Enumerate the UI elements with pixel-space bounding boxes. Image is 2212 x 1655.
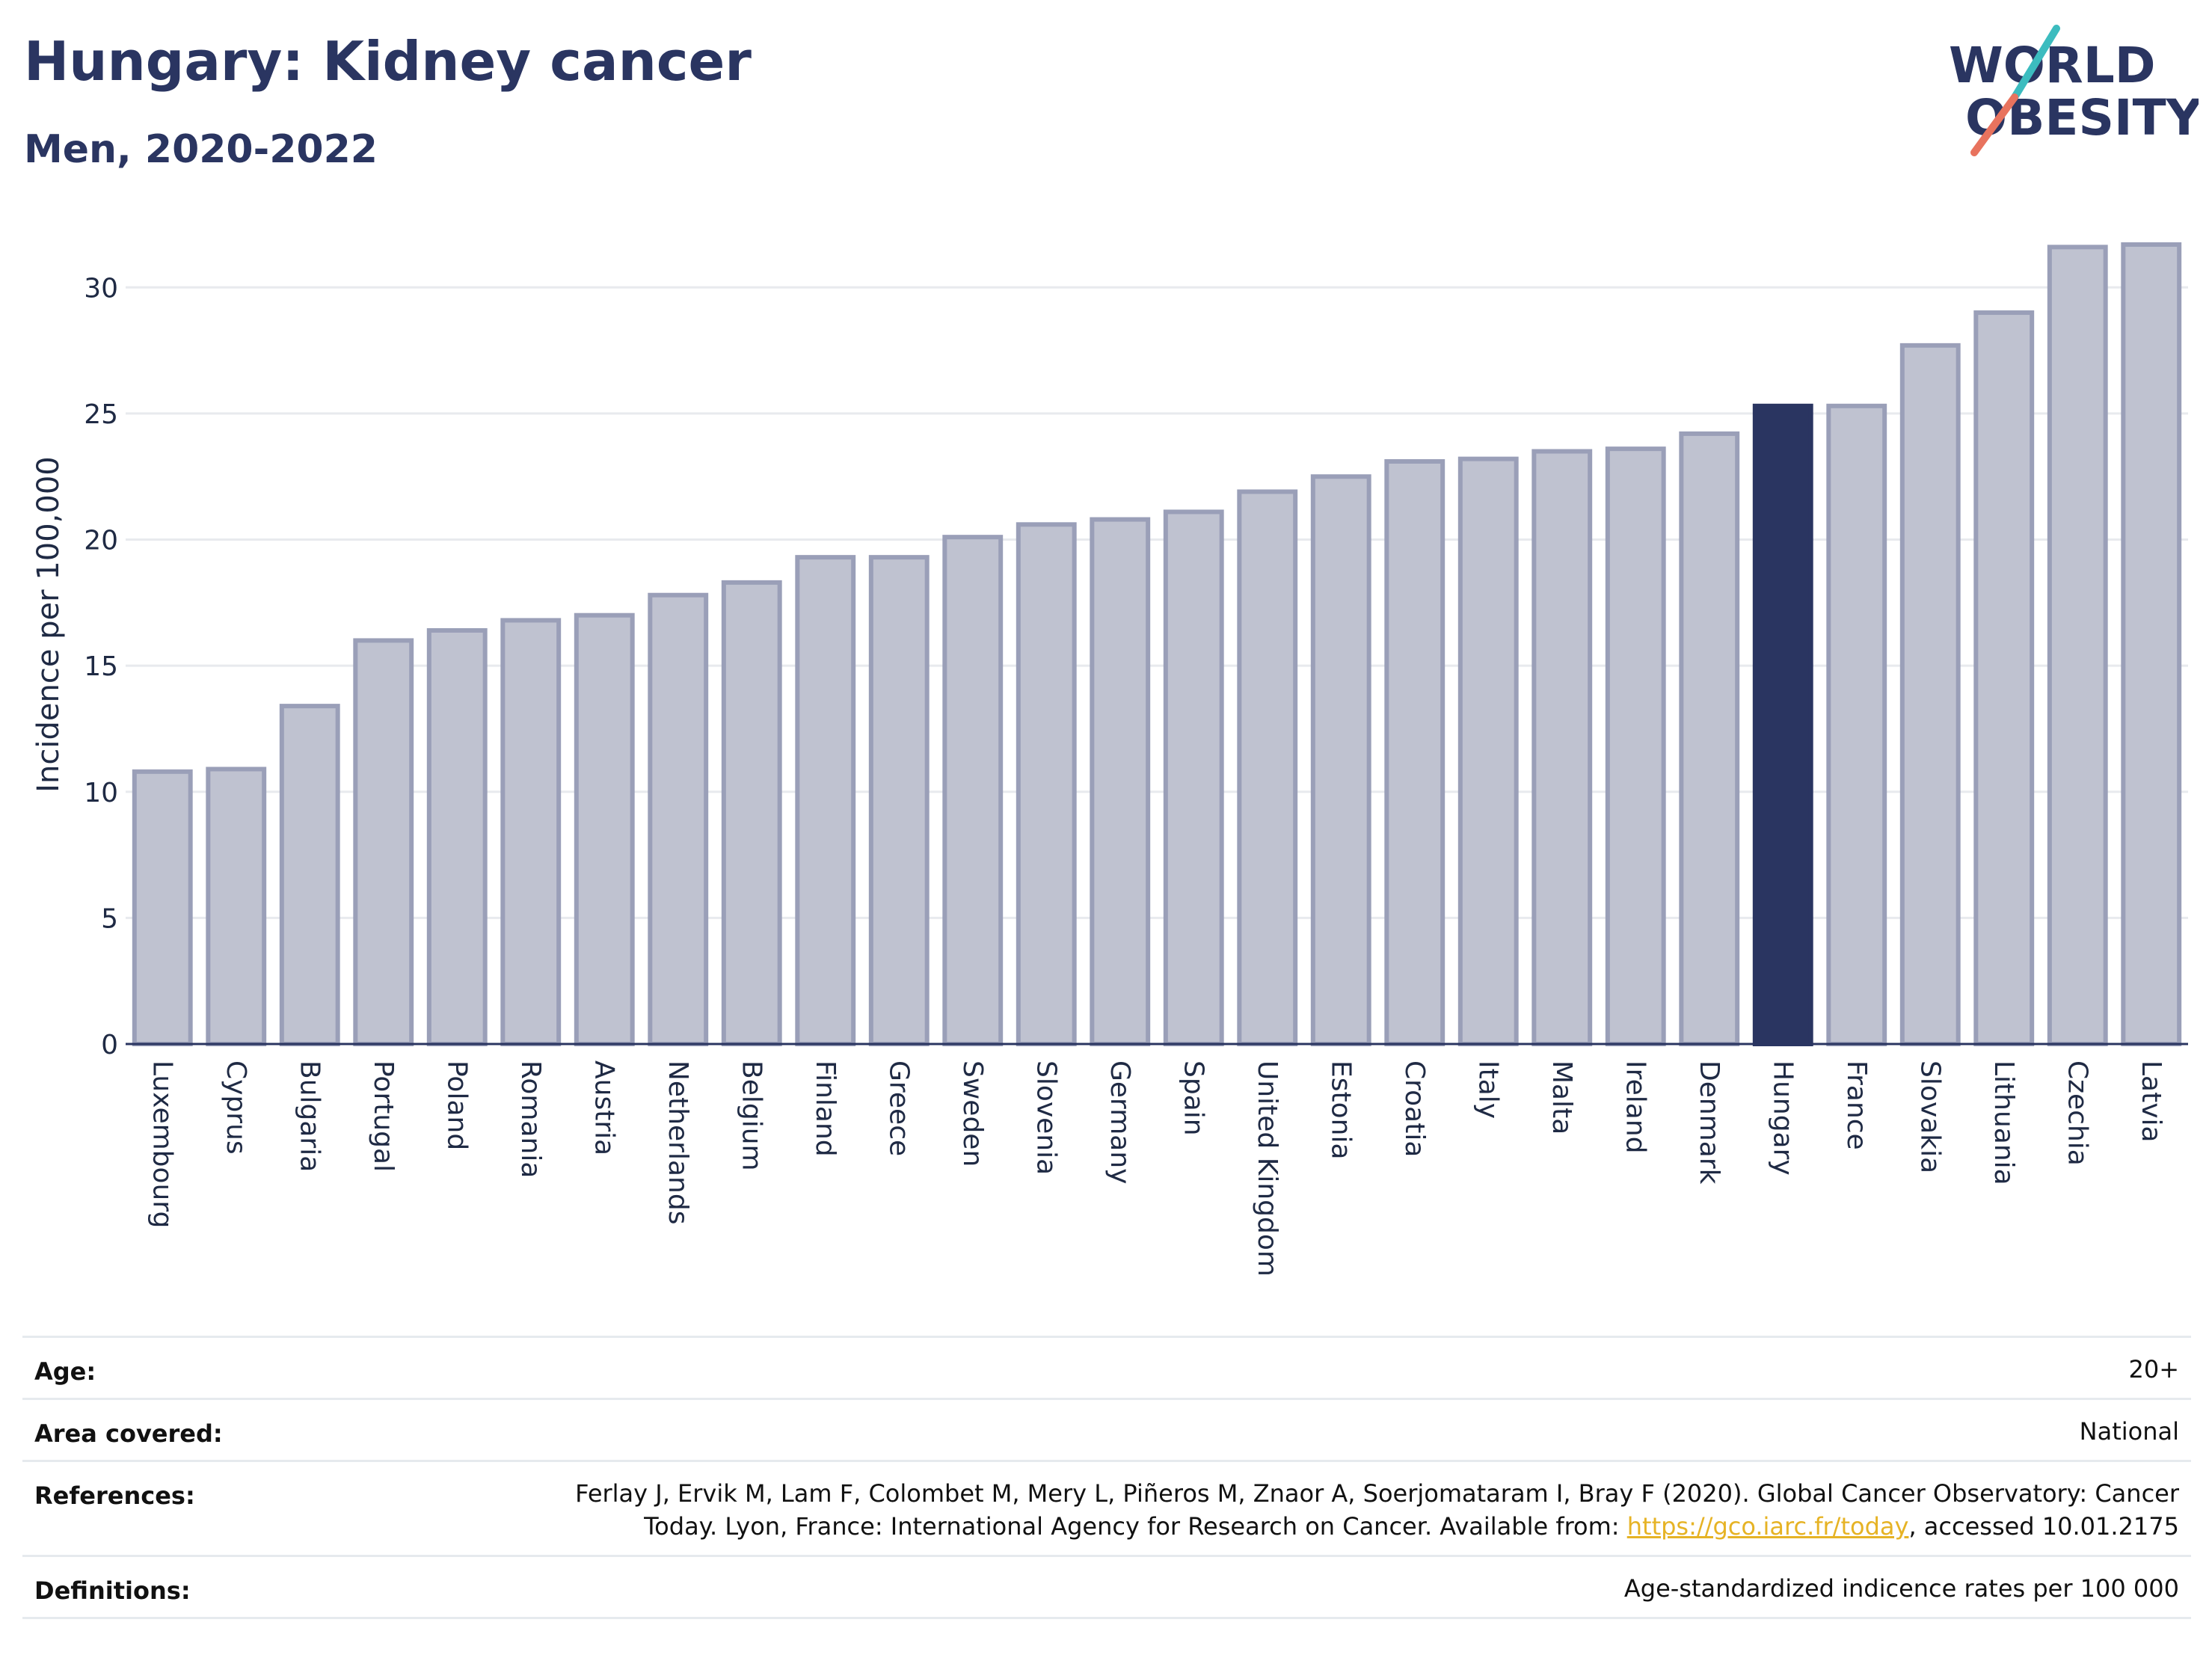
- x-tick-label: Luxembourg: [147, 1060, 177, 1228]
- bar-romania: [500, 618, 562, 1046]
- y-tick-label: 30: [84, 273, 118, 304]
- bar-chart: 0 5 10 15 20 25 30 Luxembourg Cyprus Bulgaria Por…: [31, 242, 2188, 1277]
- y-tick-label: 10: [84, 778, 118, 808]
- x-tick-label: Finland: [810, 1060, 841, 1157]
- x-tick-label: France: [1841, 1060, 1872, 1150]
- x-tick-label: Italy: [1472, 1060, 1503, 1119]
- bar-hungary: [1752, 403, 1813, 1046]
- logo-slash-coral: [1970, 93, 2018, 156]
- bar-sweden: [942, 535, 1004, 1046]
- y-tick-label: 5: [101, 903, 118, 934]
- bar-germany: [1090, 517, 1151, 1046]
- logo-slash-teal: [2011, 25, 2060, 101]
- bar-greece: [868, 555, 930, 1046]
- x-tick-label: Greece: [883, 1060, 914, 1156]
- references-line2-pre: Today. Lyon, France: International Agenc…: [644, 1512, 1627, 1541]
- y-tick-labels: 0 5 10 15 20 25 30: [84, 273, 118, 1060]
- bar-luxembourg: [132, 769, 193, 1046]
- bar-slovenia: [1016, 522, 1077, 1046]
- bar-ireland: [1605, 446, 1666, 1046]
- x-tick-label: Portugal: [368, 1060, 399, 1172]
- chart-title: Hungary: Kidney cancer: [24, 30, 752, 93]
- bar-belgium: [721, 580, 782, 1046]
- bar-portugal: [353, 638, 414, 1046]
- x-tick-label: Cyprus: [221, 1060, 251, 1155]
- x-tick-label: Belgium: [736, 1060, 766, 1171]
- x-tick-label: Croatia: [1399, 1060, 1430, 1157]
- bar-france: [1826, 403, 1887, 1046]
- definitions-label: Definitions:: [34, 1576, 191, 1605]
- x-tick-labels: Luxembourg Cyprus Bulgaria Portugal Poland Ro…: [147, 1060, 2166, 1277]
- bar-lithuania: [1973, 310, 2035, 1046]
- bar-netherlands: [648, 592, 709, 1046]
- bar-united-kingdom: [1237, 489, 1298, 1046]
- references-value: Ferlay J, Ervik M, Lam F, Colombet M, Me…: [575, 1477, 2179, 1543]
- x-tick-label: Romania: [515, 1060, 546, 1178]
- x-tick-label: Czechia: [2062, 1060, 2092, 1166]
- metadata-table: Age: 20+ Area covered: National Referenc…: [22, 1336, 2191, 1619]
- bar-slovakia: [1899, 343, 1961, 1046]
- meta-row-age: Age: 20+: [22, 1336, 2191, 1398]
- x-tick-label: Lithuania: [1988, 1060, 2019, 1185]
- age-label: Age:: [34, 1357, 96, 1386]
- y-axis-label: Incidence per 100,000: [31, 456, 66, 793]
- bar-italy: [1457, 456, 1519, 1046]
- references-label: References:: [34, 1481, 195, 1510]
- bar-estonia: [1310, 474, 1371, 1046]
- world-obesity-logo: WORLD OBESITY: [1949, 25, 2199, 156]
- y-tick-label: 20: [84, 526, 118, 556]
- x-tick-label: Spain: [1178, 1060, 1208, 1136]
- x-tick-label: Slovenia: [1030, 1060, 1061, 1175]
- x-tick-label: Austria: [589, 1060, 619, 1155]
- age-value: 20+: [2128, 1355, 2179, 1384]
- x-tick-label: Bulgaria: [294, 1060, 325, 1172]
- meta-row-definitions: Definitions: Age-standardized indicence …: [22, 1555, 2191, 1619]
- y-tick-label: 15: [84, 651, 118, 682]
- bar-cyprus: [206, 767, 267, 1046]
- x-tick-label: Malta: [1546, 1060, 1577, 1134]
- bar-malta: [1531, 449, 1593, 1046]
- chart-subtitle: Men, 2020-2022: [24, 127, 378, 172]
- area-value: National: [2079, 1417, 2179, 1446]
- y-tick-label: 0: [101, 1030, 118, 1060]
- bars: [132, 242, 2182, 1046]
- bar-bulgaria: [279, 704, 340, 1046]
- x-tick-label: Hungary: [1767, 1060, 1798, 1176]
- bar-latvia: [2121, 242, 2182, 1046]
- x-tick-label: Estonia: [1325, 1060, 1356, 1160]
- x-tick-label: Latvia: [2136, 1060, 2166, 1143]
- bar-spain: [1163, 509, 1224, 1046]
- x-tick-label: Poland: [441, 1060, 472, 1150]
- x-tick-label: Netherlands: [663, 1060, 693, 1224]
- references-line2: Today. Lyon, France: International Agenc…: [575, 1510, 2179, 1543]
- bar-croatia: [1384, 458, 1446, 1046]
- x-tick-label: Sweden: [957, 1060, 988, 1167]
- bar-poland: [426, 627, 488, 1046]
- meta-row-references: References: Ferlay J, Ervik M, Lam F, Co…: [22, 1460, 2191, 1555]
- area-label: Area covered:: [34, 1419, 223, 1448]
- bar-finland: [795, 555, 856, 1046]
- bar-denmark: [1679, 431, 1740, 1046]
- bar-austria: [574, 612, 635, 1046]
- y-tick-label: 25: [84, 399, 118, 430]
- references-line1: Ferlay J, Ervik M, Lam F, Colombet M, Me…: [575, 1479, 2179, 1508]
- x-tick-label: Denmark: [1694, 1060, 1724, 1185]
- bar-czechia: [2047, 245, 2108, 1046]
- x-tick-label: Ireland: [1620, 1060, 1650, 1154]
- x-tick-label: Germany: [1105, 1060, 1135, 1184]
- meta-row-area: Area covered: National: [22, 1398, 2191, 1460]
- references-link[interactable]: https://gco.iarc.fr/today: [1626, 1512, 1909, 1541]
- x-tick-label: United Kingdom: [1252, 1060, 1282, 1277]
- logo-line1: WORLD: [1949, 37, 2156, 94]
- definitions-value: Age-standardized indicence rates per 100…: [1623, 1574, 2179, 1603]
- x-tick-label: Slovakia: [1914, 1060, 1945, 1173]
- references-line2-post: , accessed 10.01.2175: [1908, 1512, 2179, 1541]
